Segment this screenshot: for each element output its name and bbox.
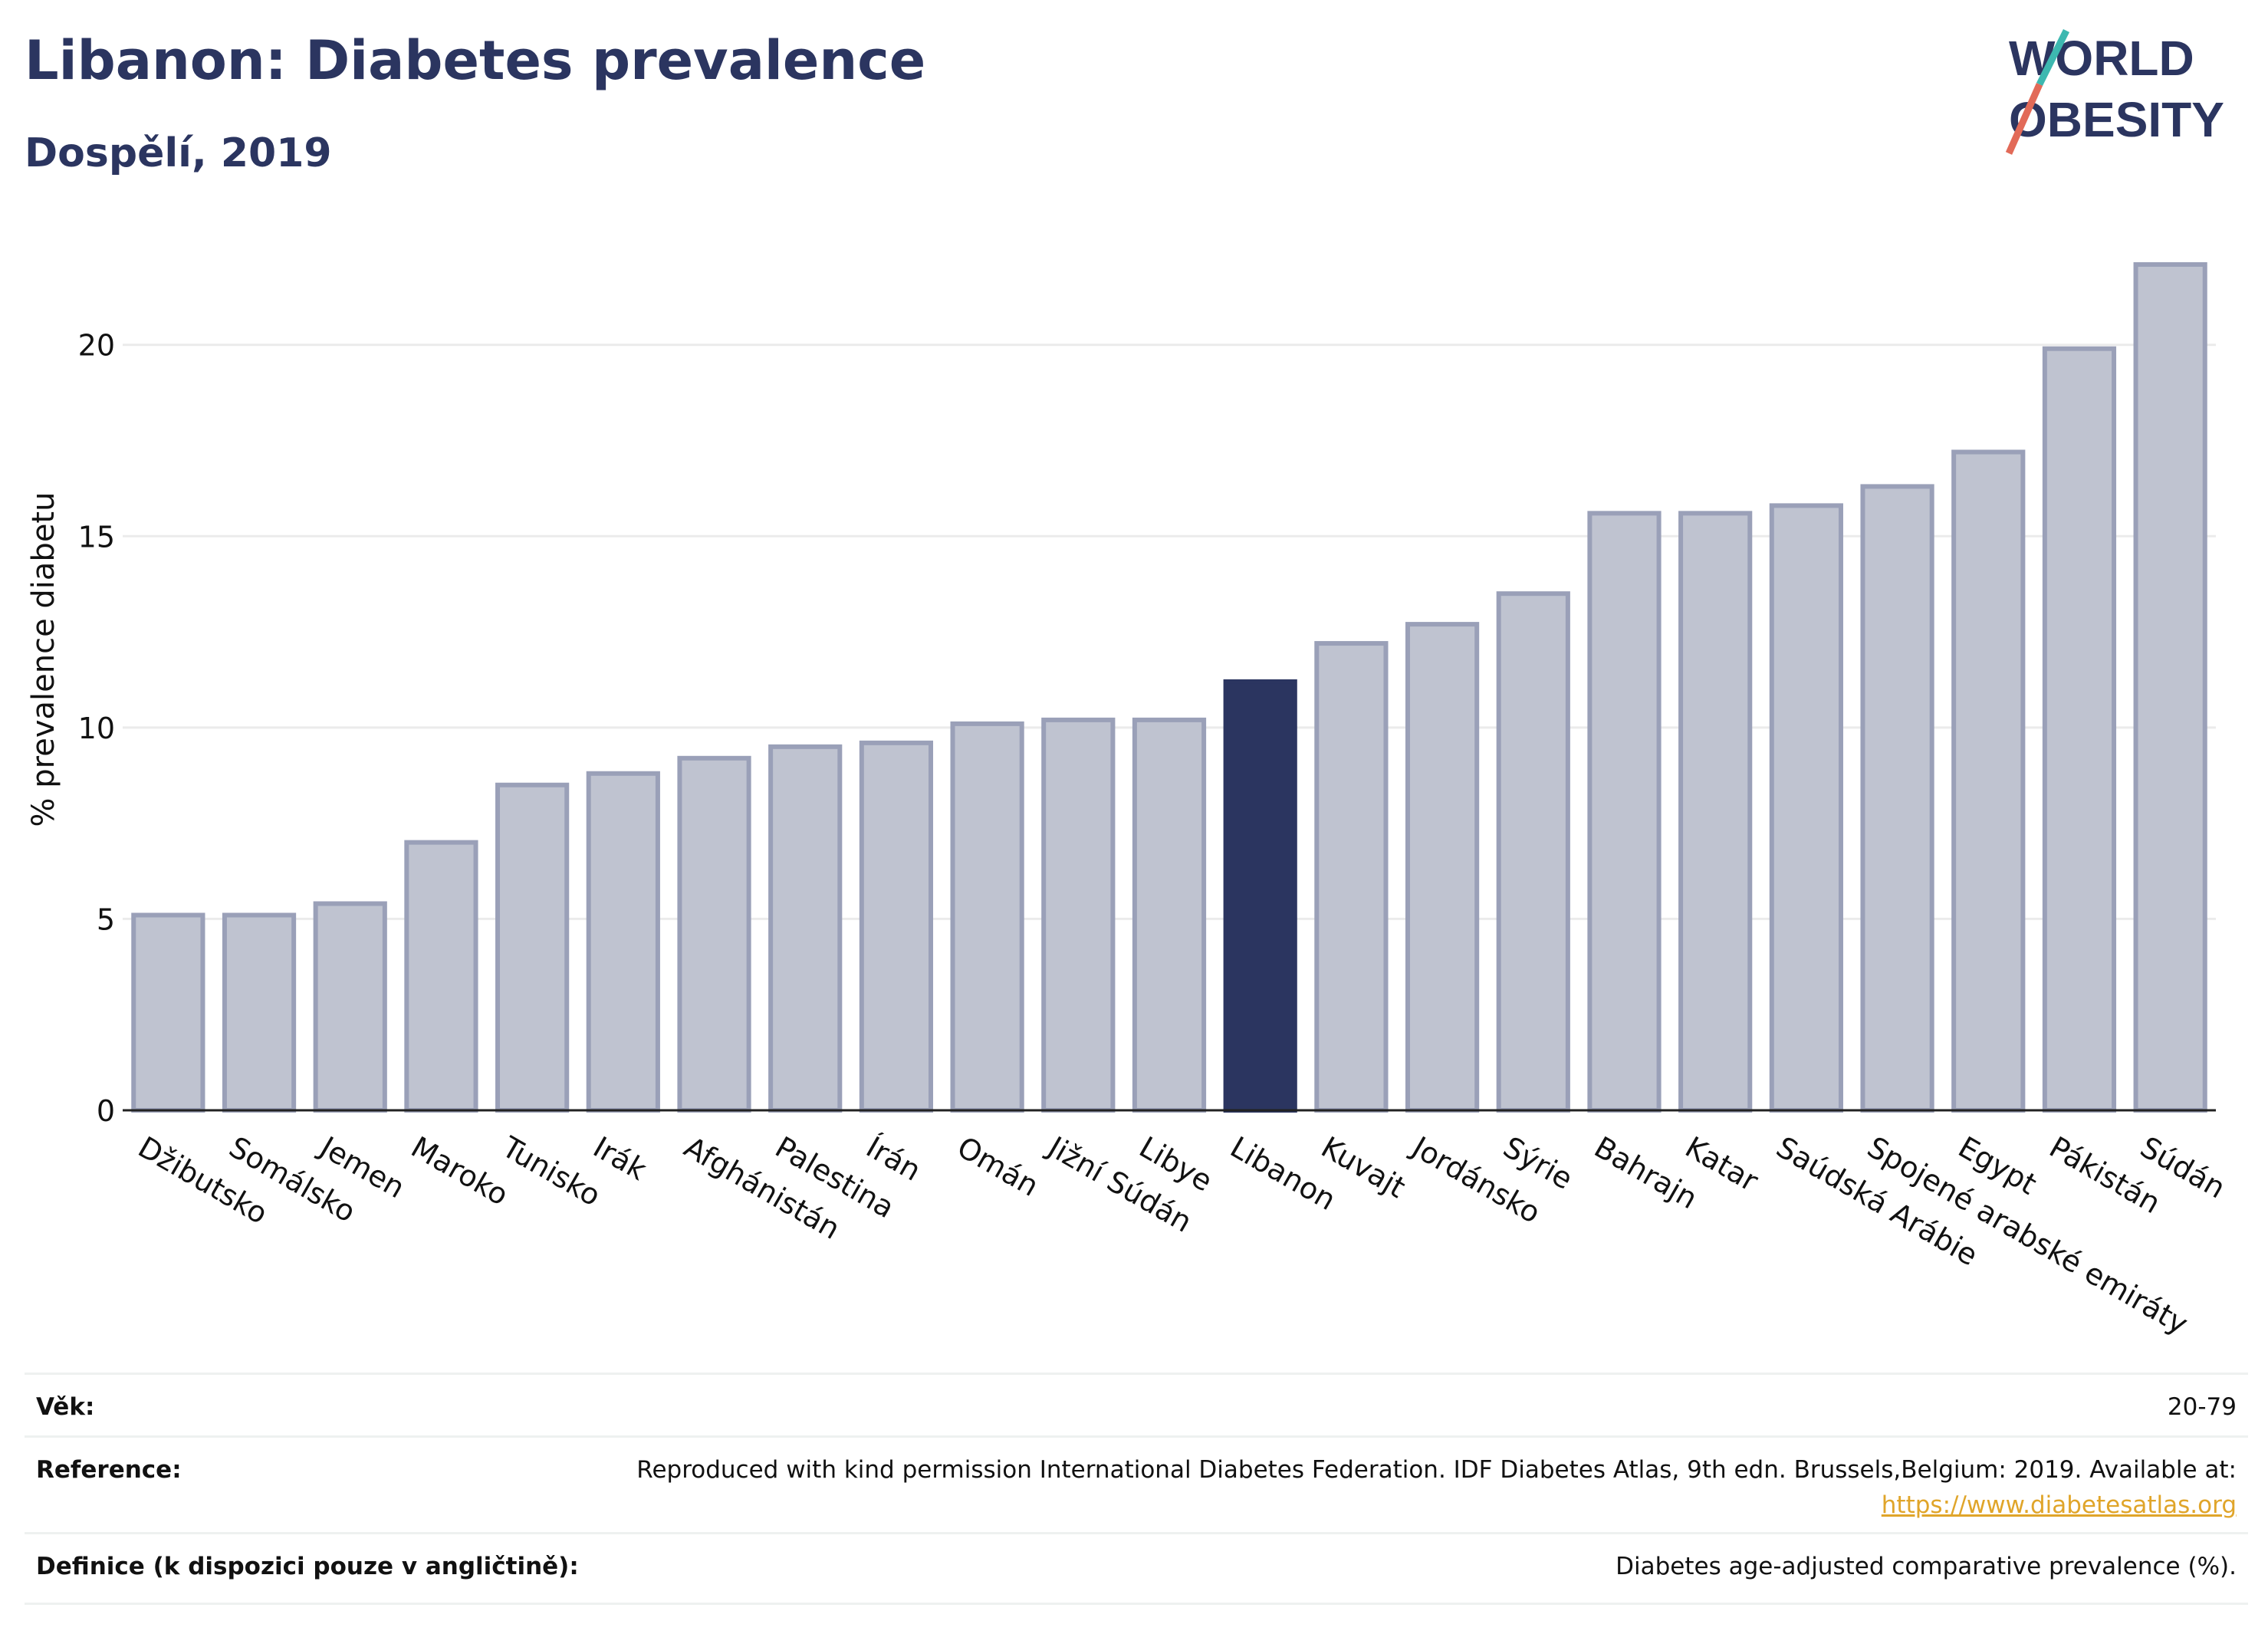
- bar-jižní-súdán: [1041, 717, 1116, 1113]
- logo-line2: OBESITY: [2009, 92, 2224, 147]
- chart-subtitle: Dospělí, 2019: [25, 130, 332, 176]
- bars: [131, 261, 2207, 1113]
- bar-kuvajt: [1314, 641, 1389, 1113]
- bar-pákistán: [2042, 346, 2117, 1113]
- reference-link[interactable]: https://www.diabetesatlas.org: [1881, 1491, 2237, 1519]
- bar-chart: 0 5 10 15 20 DžibutskoSomálskoJemenMarokoTun…: [26, 261, 2231, 1341]
- y-tick-label: 0: [97, 1094, 115, 1128]
- y-tick-labels: 0 5 10 15 20: [78, 329, 115, 1128]
- bar-irák: [586, 771, 660, 1113]
- x-tick-label: Maroko: [406, 1130, 514, 1212]
- bar-katar: [1678, 511, 1753, 1113]
- bar-sýrie: [1496, 591, 1570, 1113]
- bar-bahrajn: [1587, 511, 1662, 1113]
- bar-súdán: [2133, 261, 2207, 1113]
- bar-omán: [950, 721, 1024, 1113]
- bar-libanon: [1223, 679, 1297, 1113]
- info-row-reference: Reference: Reproduced with kind permissi…: [25, 1435, 2248, 1533]
- bottom-rule: [25, 1603, 2248, 1605]
- definition-label: Definice (k dispozici pouze v angličtině…: [36, 1553, 579, 1580]
- bar-egypt: [1951, 449, 2026, 1113]
- bar-saúdská-arábie: [1769, 503, 1843, 1113]
- x-tick-label: Bahrajn: [1589, 1130, 1703, 1216]
- reference-text: Reproduced with kind permission Internat…: [636, 1456, 2237, 1484]
- age-value: 20-79: [2167, 1393, 2237, 1421]
- info-row-definition: Definice (k dispozici pouze v angličtině…: [25, 1532, 2248, 1580]
- bar-jemen: [313, 901, 387, 1113]
- y-tick-label: 20: [78, 329, 115, 363]
- bar-írán: [859, 740, 934, 1113]
- y-tick-label: 10: [78, 712, 115, 745]
- x-tick-label: Omán: [952, 1130, 1044, 1203]
- bar-palestina: [768, 744, 843, 1113]
- y-tick-label: 15: [78, 520, 115, 554]
- bar-libye: [1132, 717, 1207, 1113]
- bar-somálsko: [222, 912, 297, 1113]
- bar-jordánsko: [1405, 622, 1480, 1113]
- info-row-age: Věk: 20-79: [25, 1373, 2248, 1438]
- reference-label: Reference:: [36, 1456, 182, 1484]
- logo-stroke-coral: [2005, 83, 2043, 155]
- x-tick-label: Tunisko: [496, 1129, 606, 1213]
- bar-džibutsko: [131, 912, 205, 1113]
- bar-afghánistán: [677, 755, 751, 1113]
- world-obesity-logo: WORLD OBESITY: [2005, 28, 2224, 155]
- bar-spojené-arabské-emiráty: [1860, 484, 1934, 1113]
- bar-maroko: [404, 840, 478, 1113]
- logo-stroke-teal: [2036, 28, 2070, 87]
- definition-value: Diabetes age-adjusted comparative preval…: [1616, 1553, 2237, 1580]
- y-axis-label: % prevalence diabetu: [26, 492, 61, 827]
- y-tick-label: 5: [97, 902, 115, 936]
- chart-title: Libanon: Diabetes prevalence: [25, 29, 926, 92]
- x-tick-label: Libanon: [1224, 1130, 1341, 1217]
- bar-tunisko: [495, 782, 570, 1113]
- age-label: Věk:: [36, 1393, 95, 1421]
